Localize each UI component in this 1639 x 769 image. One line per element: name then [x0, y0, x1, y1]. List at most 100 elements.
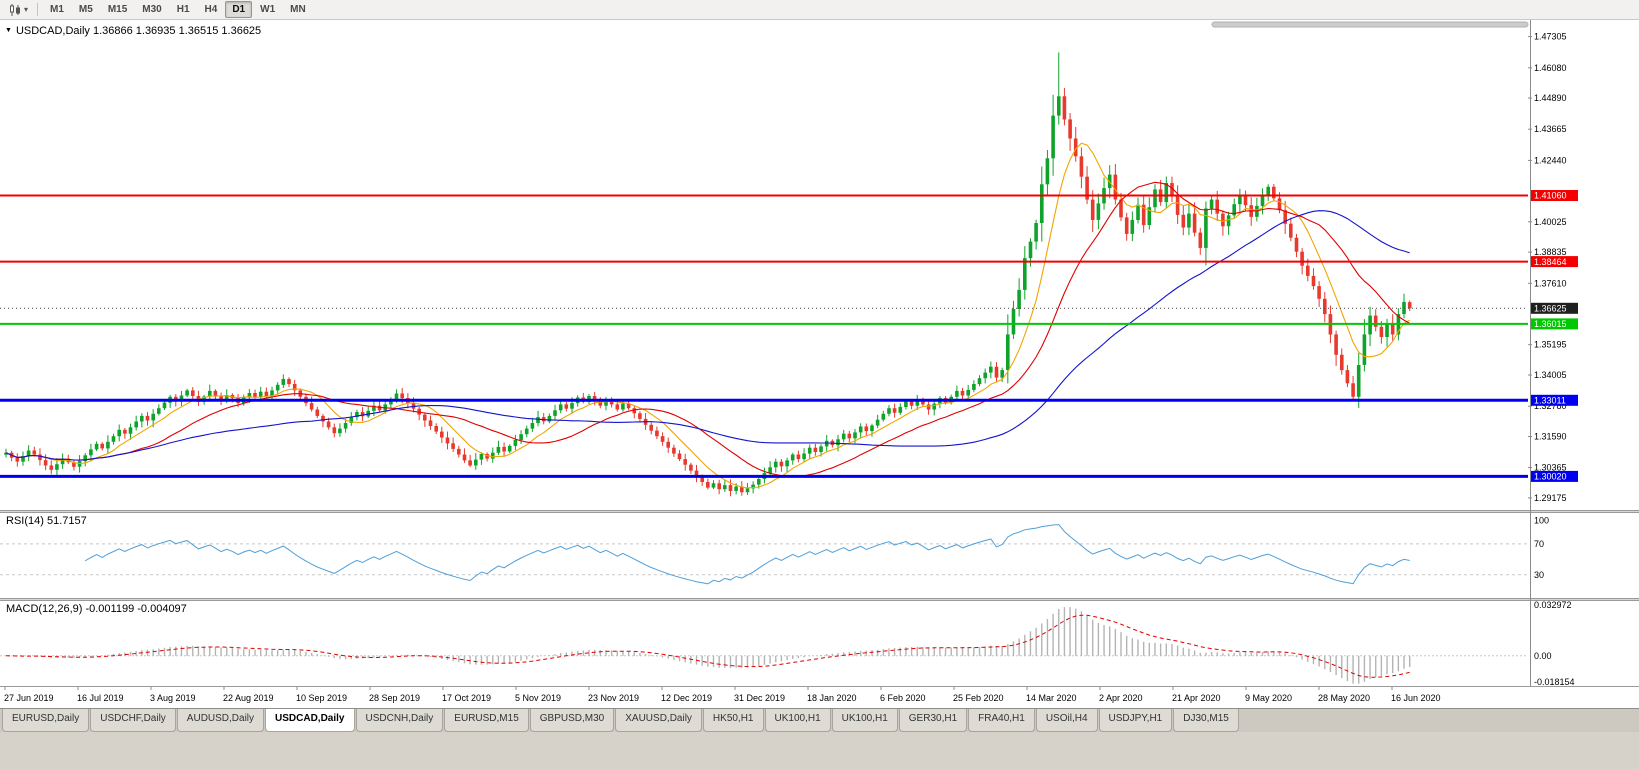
price-axis: 1.47305 1.46080 1.44890 1.43665 1.42440 1.400… [1528, 20, 1578, 687]
svg-text:1.31590: 1.31590 [1534, 431, 1567, 441]
timeframe-button-h1[interactable]: H1 [176, 4, 190, 15]
chart-ohlc-text: USDCAD,Daily 1.36866 1.36935 1.36515 1.3… [15, 25, 262, 37]
svg-text:21 Apr 2020: 21 Apr 2020 [1172, 693, 1221, 703]
svg-text:30: 30 [1534, 570, 1544, 580]
svg-text:70: 70 [1534, 539, 1544, 549]
svg-text:2 Apr 2020: 2 Apr 2020 [1099, 693, 1143, 703]
date-axis: 27 Jun 2019 16 Jul 2019 3 Aug 2019 22 Aug 2… [4, 687, 1441, 703]
timeframe-button-mn[interactable]: MN [290, 4, 306, 15]
macd-label: MACD(12,26,9) -0.001199 -0.004097 [6, 603, 187, 615]
svg-text:28 May 2020: 28 May 2020 [1318, 693, 1370, 703]
chart-tab-uk100-h1[interactable]: UK100,H1 [831, 709, 898, 732]
rsi-line [84, 524, 1410, 585]
svg-text:1.33011: 1.33011 [1534, 396, 1566, 406]
timeframe-button-m5[interactable]: M5 [78, 4, 93, 15]
svg-text:1.38835: 1.38835 [1534, 247, 1567, 257]
svg-text:0.00: 0.00 [1534, 651, 1552, 661]
svg-text:1.40025: 1.40025 [1534, 217, 1567, 227]
chart-type-button[interactable]: ▾ [4, 3, 32, 17]
svg-text:6 Feb 2020: 6 Feb 2020 [880, 693, 926, 703]
chart-canvas[interactable]: 1.47305 1.46080 1.44890 1.43665 1.42440 1.400… [0, 20, 1639, 708]
timeframe-button-w1[interactable]: W1 [260, 4, 276, 15]
chart-tab-usdchf-daily[interactable]: USDCHF,Daily [90, 709, 176, 732]
chart-tab-xauusd-daily[interactable]: XAUUSD,Daily [615, 709, 702, 732]
chart-tab-ger30-h1[interactable]: GER30,H1 [898, 709, 968, 732]
svg-text:9 May 2020: 9 May 2020 [1245, 693, 1292, 703]
timeframe-button-d1[interactable]: D1 [225, 1, 253, 18]
svg-text:1.29175: 1.29175 [1534, 493, 1567, 503]
svg-text:5 Nov 2019: 5 Nov 2019 [515, 693, 561, 703]
timeframe-button-h4[interactable]: H4 [204, 4, 218, 15]
svg-text:3 Aug 2019: 3 Aug 2019 [150, 693, 196, 703]
price-badge: 1.30020 [1531, 470, 1578, 482]
svg-text:25 Feb 2020: 25 Feb 2020 [953, 693, 1004, 703]
chart-expand-icon[interactable]: ▼ [5, 27, 12, 34]
price-badge: 1.36015 [1531, 318, 1578, 330]
caret-down-icon: ▾ [24, 4, 29, 14]
svg-text:1.38464: 1.38464 [1534, 257, 1567, 267]
chart-tab-gbpusd-m30[interactable]: GBPUSD,M30 [529, 709, 615, 732]
chart-tab-uk100-h1[interactable]: UK100,H1 [764, 709, 831, 732]
svg-text:10 Sep 2019: 10 Sep 2019 [296, 693, 347, 703]
svg-text:22 Aug 2019: 22 Aug 2019 [223, 693, 274, 703]
chart-tab-hk50-h1[interactable]: HK50,H1 [702, 709, 764, 732]
svg-text:1.30020: 1.30020 [1534, 472, 1567, 482]
chart-tab-eurusd-daily[interactable]: EURUSD,Daily [2, 709, 90, 732]
svg-text:31 Dec 2019: 31 Dec 2019 [734, 693, 785, 703]
rsi-label: RSI(14) 51.7157 [6, 515, 87, 527]
svg-text:16 Jun 2020: 16 Jun 2020 [1391, 693, 1441, 703]
chart-tab-usdcnh-daily[interactable]: USDCNH,Daily [355, 709, 444, 732]
svg-text:1.36015: 1.36015 [1534, 319, 1567, 329]
chart-tab-fra40-h1[interactable]: FRA40,H1 [968, 709, 1035, 732]
main-chart-pane [0, 21, 1529, 497]
chart-tab-audusd-daily[interactable]: AUDUSD,Daily [176, 709, 265, 732]
price-badge: 1.38464 [1531, 256, 1578, 268]
svg-text:100: 100 [1534, 516, 1549, 526]
timeframe-buttons-group: M1 M5 M15 M30 H1 H4 D1 W1 MN [43, 1, 313, 18]
timeframe-button-m15[interactable]: M15 [107, 4, 128, 15]
svg-text:1.37610: 1.37610 [1534, 278, 1567, 288]
svg-text:17 Oct 2019: 17 Oct 2019 [442, 693, 491, 703]
svg-text:1.44890: 1.44890 [1534, 93, 1567, 103]
price-badge: 1.33011 [1531, 394, 1578, 406]
chart-tab-usdcad-daily[interactable]: USDCAD,Daily [265, 709, 355, 732]
svg-text:1.46080: 1.46080 [1534, 63, 1567, 73]
ma-55-line [5, 210, 1410, 461]
chart-tab-eurusd-m15[interactable]: EURUSD,M15 [444, 709, 529, 732]
svg-text:1.30365: 1.30365 [1534, 463, 1567, 473]
timeframe-button-m1[interactable]: M1 [50, 4, 64, 15]
svg-text:28 Sep 2019: 28 Sep 2019 [369, 693, 420, 703]
chart-tab-dj30-m15[interactable]: DJ30,M15 [1173, 709, 1239, 732]
svg-text:1.47305: 1.47305 [1534, 32, 1567, 42]
macd-pane [0, 607, 1528, 684]
chart-title: ▼ USDCAD,Daily 1.36866 1.36935 1.36515 1.… [5, 25, 261, 37]
svg-text:23 Nov 2019: 23 Nov 2019 [588, 693, 639, 703]
svg-text:1.36625: 1.36625 [1534, 304, 1567, 314]
price-badge: 1.41060 [1531, 190, 1578, 201]
candlestick-chart-icon [10, 3, 20, 16]
svg-text:1.43665: 1.43665 [1534, 124, 1567, 134]
svg-text:18 Jan 2020: 18 Jan 2020 [807, 693, 857, 703]
svg-text:27 Jun 2019: 27 Jun 2019 [4, 693, 54, 703]
macd-signal-line [5, 614, 1410, 678]
svg-text:-0.018154: -0.018154 [1534, 677, 1575, 687]
svg-text:1.41060: 1.41060 [1534, 191, 1567, 201]
svg-text:1.32780: 1.32780 [1534, 401, 1567, 411]
svg-text:12 Dec 2019: 12 Dec 2019 [661, 693, 712, 703]
svg-text:1.34005: 1.34005 [1534, 370, 1567, 380]
svg-text:1.35195: 1.35195 [1534, 340, 1567, 350]
toolbar-separator [37, 3, 39, 16]
price-badge: 1.36625 [1531, 302, 1578, 314]
rsi-pane [0, 524, 1528, 585]
chart-tab-usdjpy-h1[interactable]: USDJPY,H1 [1098, 709, 1173, 732]
timeframe-button-m30[interactable]: M30 [142, 4, 162, 15]
svg-text:1.42440: 1.42440 [1534, 155, 1567, 165]
svg-text:16 Jul 2019: 16 Jul 2019 [77, 693, 124, 703]
chart-tab-usoil-h4[interactable]: USOil,H4 [1035, 709, 1098, 732]
svg-text:0.032972: 0.032972 [1534, 600, 1572, 610]
chart-tabs-bar: EURUSD,Daily USDCHF,Daily AUDUSD,Daily USDC… [0, 708, 1639, 732]
chart-scrollbar[interactable] [1211, 21, 1529, 28]
ma-21-line [5, 181, 1410, 477]
svg-text:14 Mar 2020: 14 Mar 2020 [1026, 693, 1077, 703]
